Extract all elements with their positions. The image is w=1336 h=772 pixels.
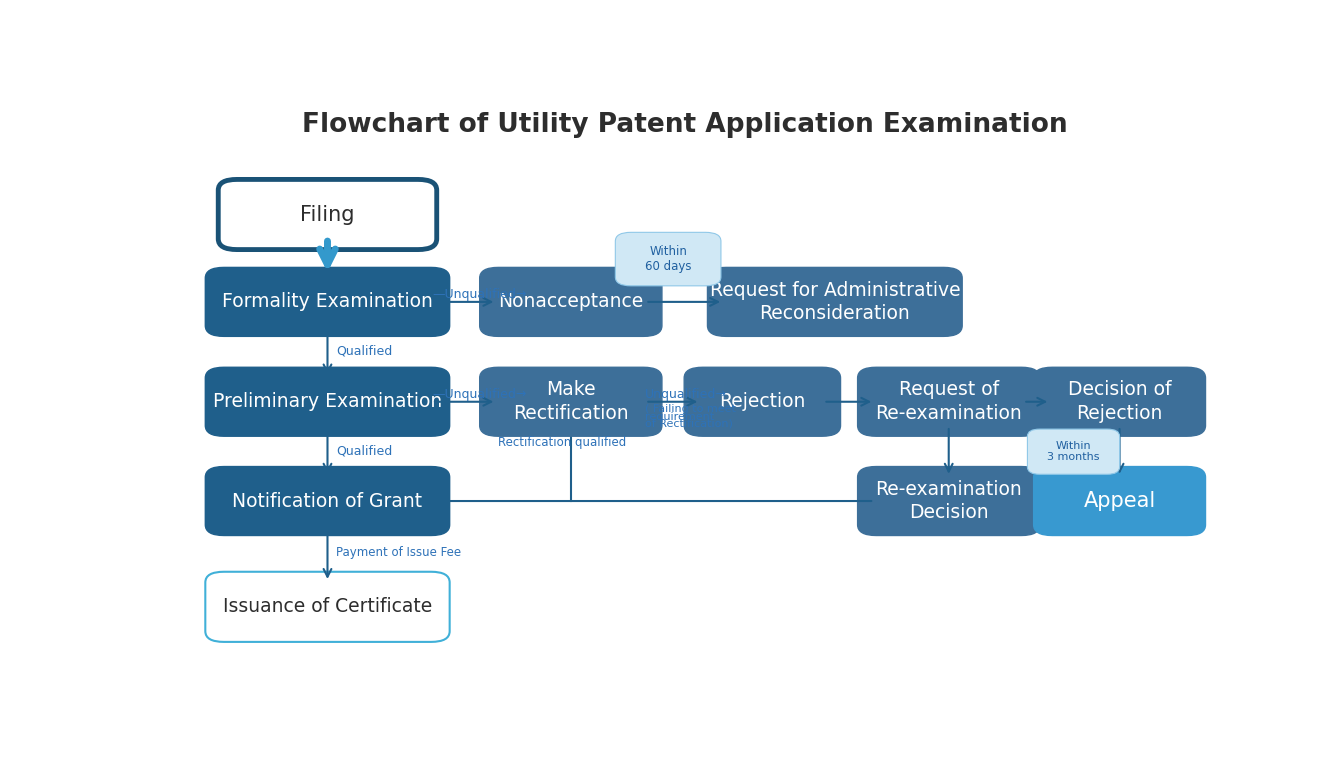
Text: Payment of Issue Fee: Payment of Issue Fee xyxy=(335,546,461,559)
Text: Notification of Grant: Notification of Grant xyxy=(232,492,422,510)
Text: Flowchart of Utility Patent Application Examination: Flowchart of Utility Patent Application … xyxy=(302,113,1067,138)
FancyBboxPatch shape xyxy=(480,267,661,337)
FancyBboxPatch shape xyxy=(218,179,437,249)
FancyBboxPatch shape xyxy=(206,367,450,436)
Text: Decision of
Rejection: Decision of Rejection xyxy=(1067,381,1172,423)
Text: —Unqualified→: —Unqualified→ xyxy=(432,388,526,401)
Text: Re-examination
Decision: Re-examination Decision xyxy=(875,479,1022,523)
Text: Within
60 days: Within 60 days xyxy=(645,245,692,273)
Text: Formality Examination: Formality Examination xyxy=(222,293,433,311)
Text: Rectification qualified: Rectification qualified xyxy=(498,435,627,449)
Text: of Rectification): of Rectification) xyxy=(645,418,733,428)
Text: Request for Administrative
Reconsideration: Request for Administrative Reconsiderati… xyxy=(709,281,961,323)
FancyBboxPatch shape xyxy=(858,367,1039,436)
Text: Unqualified→: Unqualified→ xyxy=(645,388,727,401)
FancyBboxPatch shape xyxy=(206,466,450,536)
Text: requirement: requirement xyxy=(645,411,715,422)
Text: Make
Rectification: Make Rectification xyxy=(513,381,629,423)
Text: Nonacceptance: Nonacceptance xyxy=(498,293,644,311)
FancyBboxPatch shape xyxy=(708,267,962,337)
Text: Appeal: Appeal xyxy=(1083,491,1156,511)
FancyBboxPatch shape xyxy=(206,267,450,337)
Text: Rejection: Rejection xyxy=(719,392,806,411)
FancyBboxPatch shape xyxy=(206,572,450,642)
FancyBboxPatch shape xyxy=(1034,466,1205,536)
Text: —Unqualified→: —Unqualified→ xyxy=(432,288,526,301)
Text: Within
3 months: Within 3 months xyxy=(1047,441,1100,462)
Text: ( Failing to meet: ( Failing to meet xyxy=(645,405,736,415)
FancyBboxPatch shape xyxy=(858,466,1039,536)
Text: Qualified: Qualified xyxy=(335,345,391,357)
Text: Filing: Filing xyxy=(301,205,355,225)
FancyBboxPatch shape xyxy=(1027,429,1120,474)
Text: Qualified: Qualified xyxy=(335,445,391,458)
FancyBboxPatch shape xyxy=(480,367,661,436)
Text: Preliminary Examination: Preliminary Examination xyxy=(212,392,442,411)
FancyBboxPatch shape xyxy=(1034,367,1205,436)
Text: Request of
Re-examination: Request of Re-examination xyxy=(875,381,1022,423)
FancyBboxPatch shape xyxy=(684,367,840,436)
Text: Issuance of Certificate: Issuance of Certificate xyxy=(223,598,432,616)
FancyBboxPatch shape xyxy=(616,232,721,286)
